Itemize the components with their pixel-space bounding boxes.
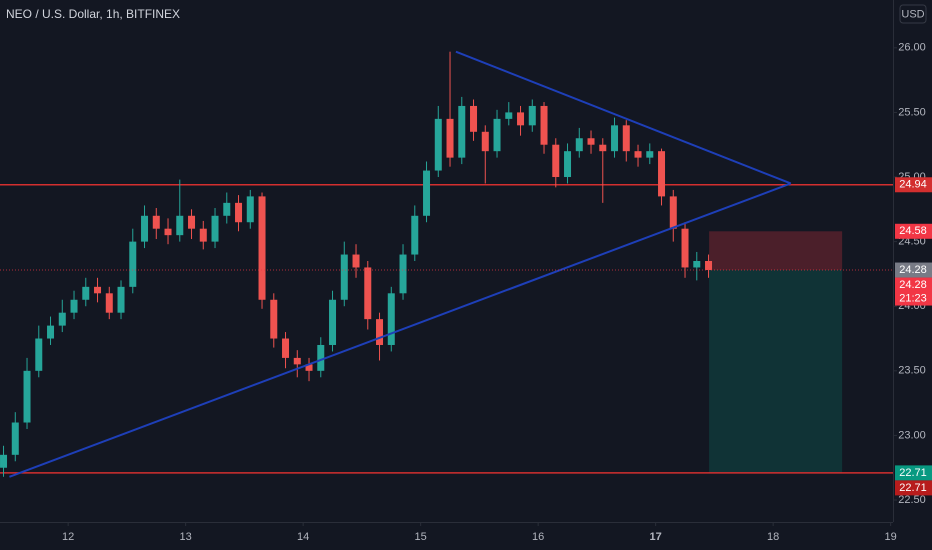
price-tag — [895, 262, 932, 278]
candle-body — [705, 261, 713, 271]
candle-body — [693, 261, 701, 268]
candle-body — [470, 105, 478, 132]
price-tag-label: 24.28 — [899, 279, 927, 291]
candle-body — [47, 325, 55, 339]
candle-body — [611, 125, 619, 152]
candle-body — [11, 422, 19, 455]
trend-line — [455, 50, 792, 185]
currency-box[interactable] — [899, 4, 927, 24]
candle-body — [282, 338, 290, 358]
chart-title: NEO / U.S. Dollar, 1h, BITFINEX — [6, 7, 180, 21]
candle-body — [481, 131, 489, 152]
price-tag — [895, 277, 932, 306]
candle-body — [669, 196, 677, 229]
candle-body — [564, 151, 572, 178]
candle-body — [235, 202, 243, 223]
candle-body — [329, 299, 337, 345]
candle-body — [434, 118, 442, 171]
candle-body — [399, 254, 407, 294]
price-tag — [895, 177, 932, 193]
candle-body — [246, 196, 254, 223]
y-tick-label: 23.00 — [898, 429, 926, 441]
price-tag — [895, 480, 932, 496]
candle-body — [117, 286, 125, 313]
candle-body — [258, 196, 266, 300]
price-tag-label: 22.71 — [899, 482, 927, 494]
price-tag-label: 24.28 — [899, 264, 927, 276]
candle-body — [587, 138, 595, 145]
candle-body — [517, 112, 525, 126]
candle-body — [446, 118, 454, 158]
candle-body — [0, 454, 8, 468]
candle-body — [58, 312, 66, 326]
candle-body — [35, 338, 43, 371]
candle-body — [211, 215, 219, 242]
y-tick-label: 26.00 — [898, 42, 926, 54]
candle-body — [599, 144, 607, 152]
candle-body — [340, 254, 348, 300]
candle-body — [141, 215, 149, 242]
candle-body — [94, 286, 102, 294]
candle-body — [105, 293, 113, 313]
x-tick-label: 15 — [415, 531, 427, 543]
candle-body — [528, 105, 536, 126]
candle-body — [152, 215, 160, 229]
x-tick-label: 12 — [62, 531, 74, 543]
candle-body — [505, 112, 513, 119]
candle-body — [540, 105, 548, 145]
candle-body — [223, 202, 231, 216]
candle-body — [305, 364, 313, 371]
candle-body — [622, 125, 630, 152]
candle-body — [82, 286, 90, 300]
candle-body — [575, 138, 583, 152]
candle-body — [681, 228, 689, 268]
candle-body — [129, 241, 137, 287]
candle-body — [493, 118, 501, 152]
x-tick-label: 18 — [767, 531, 779, 543]
candle-body — [376, 319, 384, 345]
candle-body — [458, 105, 466, 158]
y-tick-label: 23.50 — [898, 365, 926, 377]
candle-body — [317, 344, 325, 371]
candle-body — [199, 228, 207, 242]
candle-body — [411, 215, 419, 255]
candle-body — [293, 357, 301, 365]
price-tag — [895, 465, 932, 481]
countdown: 21:23 — [899, 292, 927, 304]
candle-body — [270, 299, 278, 339]
candle-body — [188, 215, 196, 229]
x-tick-label: 16 — [532, 531, 544, 543]
candle-body — [634, 151, 642, 158]
candle-body — [552, 144, 560, 178]
candle-body — [176, 215, 184, 236]
stop-zone — [709, 231, 843, 271]
price-tag-label: 22.71 — [899, 467, 927, 479]
y-tick-label: 22.50 — [898, 494, 926, 506]
price-tag-label: 24.94 — [899, 179, 927, 191]
y-tick-label: 25.50 — [898, 106, 926, 118]
target-zone — [709, 270, 843, 473]
price-tag — [895, 223, 932, 239]
trend-line — [9, 182, 792, 478]
candle-body — [70, 299, 78, 313]
candle-body — [658, 151, 666, 197]
candle-body — [23, 370, 31, 423]
candle-body — [164, 228, 172, 236]
x-tick-label: 13 — [180, 531, 192, 543]
x-tick-label: 19 — [885, 531, 897, 543]
x-tick-label: 14 — [297, 531, 309, 543]
candle-body — [387, 293, 395, 345]
candle-body — [352, 254, 360, 268]
currency[interactable]: USD — [901, 8, 924, 20]
candle-body — [423, 170, 431, 216]
x-tick-label: 17 — [650, 531, 662, 543]
candle-body — [364, 267, 372, 320]
price-tag-label: 24.58 — [899, 225, 927, 237]
candle-body — [646, 151, 654, 158]
